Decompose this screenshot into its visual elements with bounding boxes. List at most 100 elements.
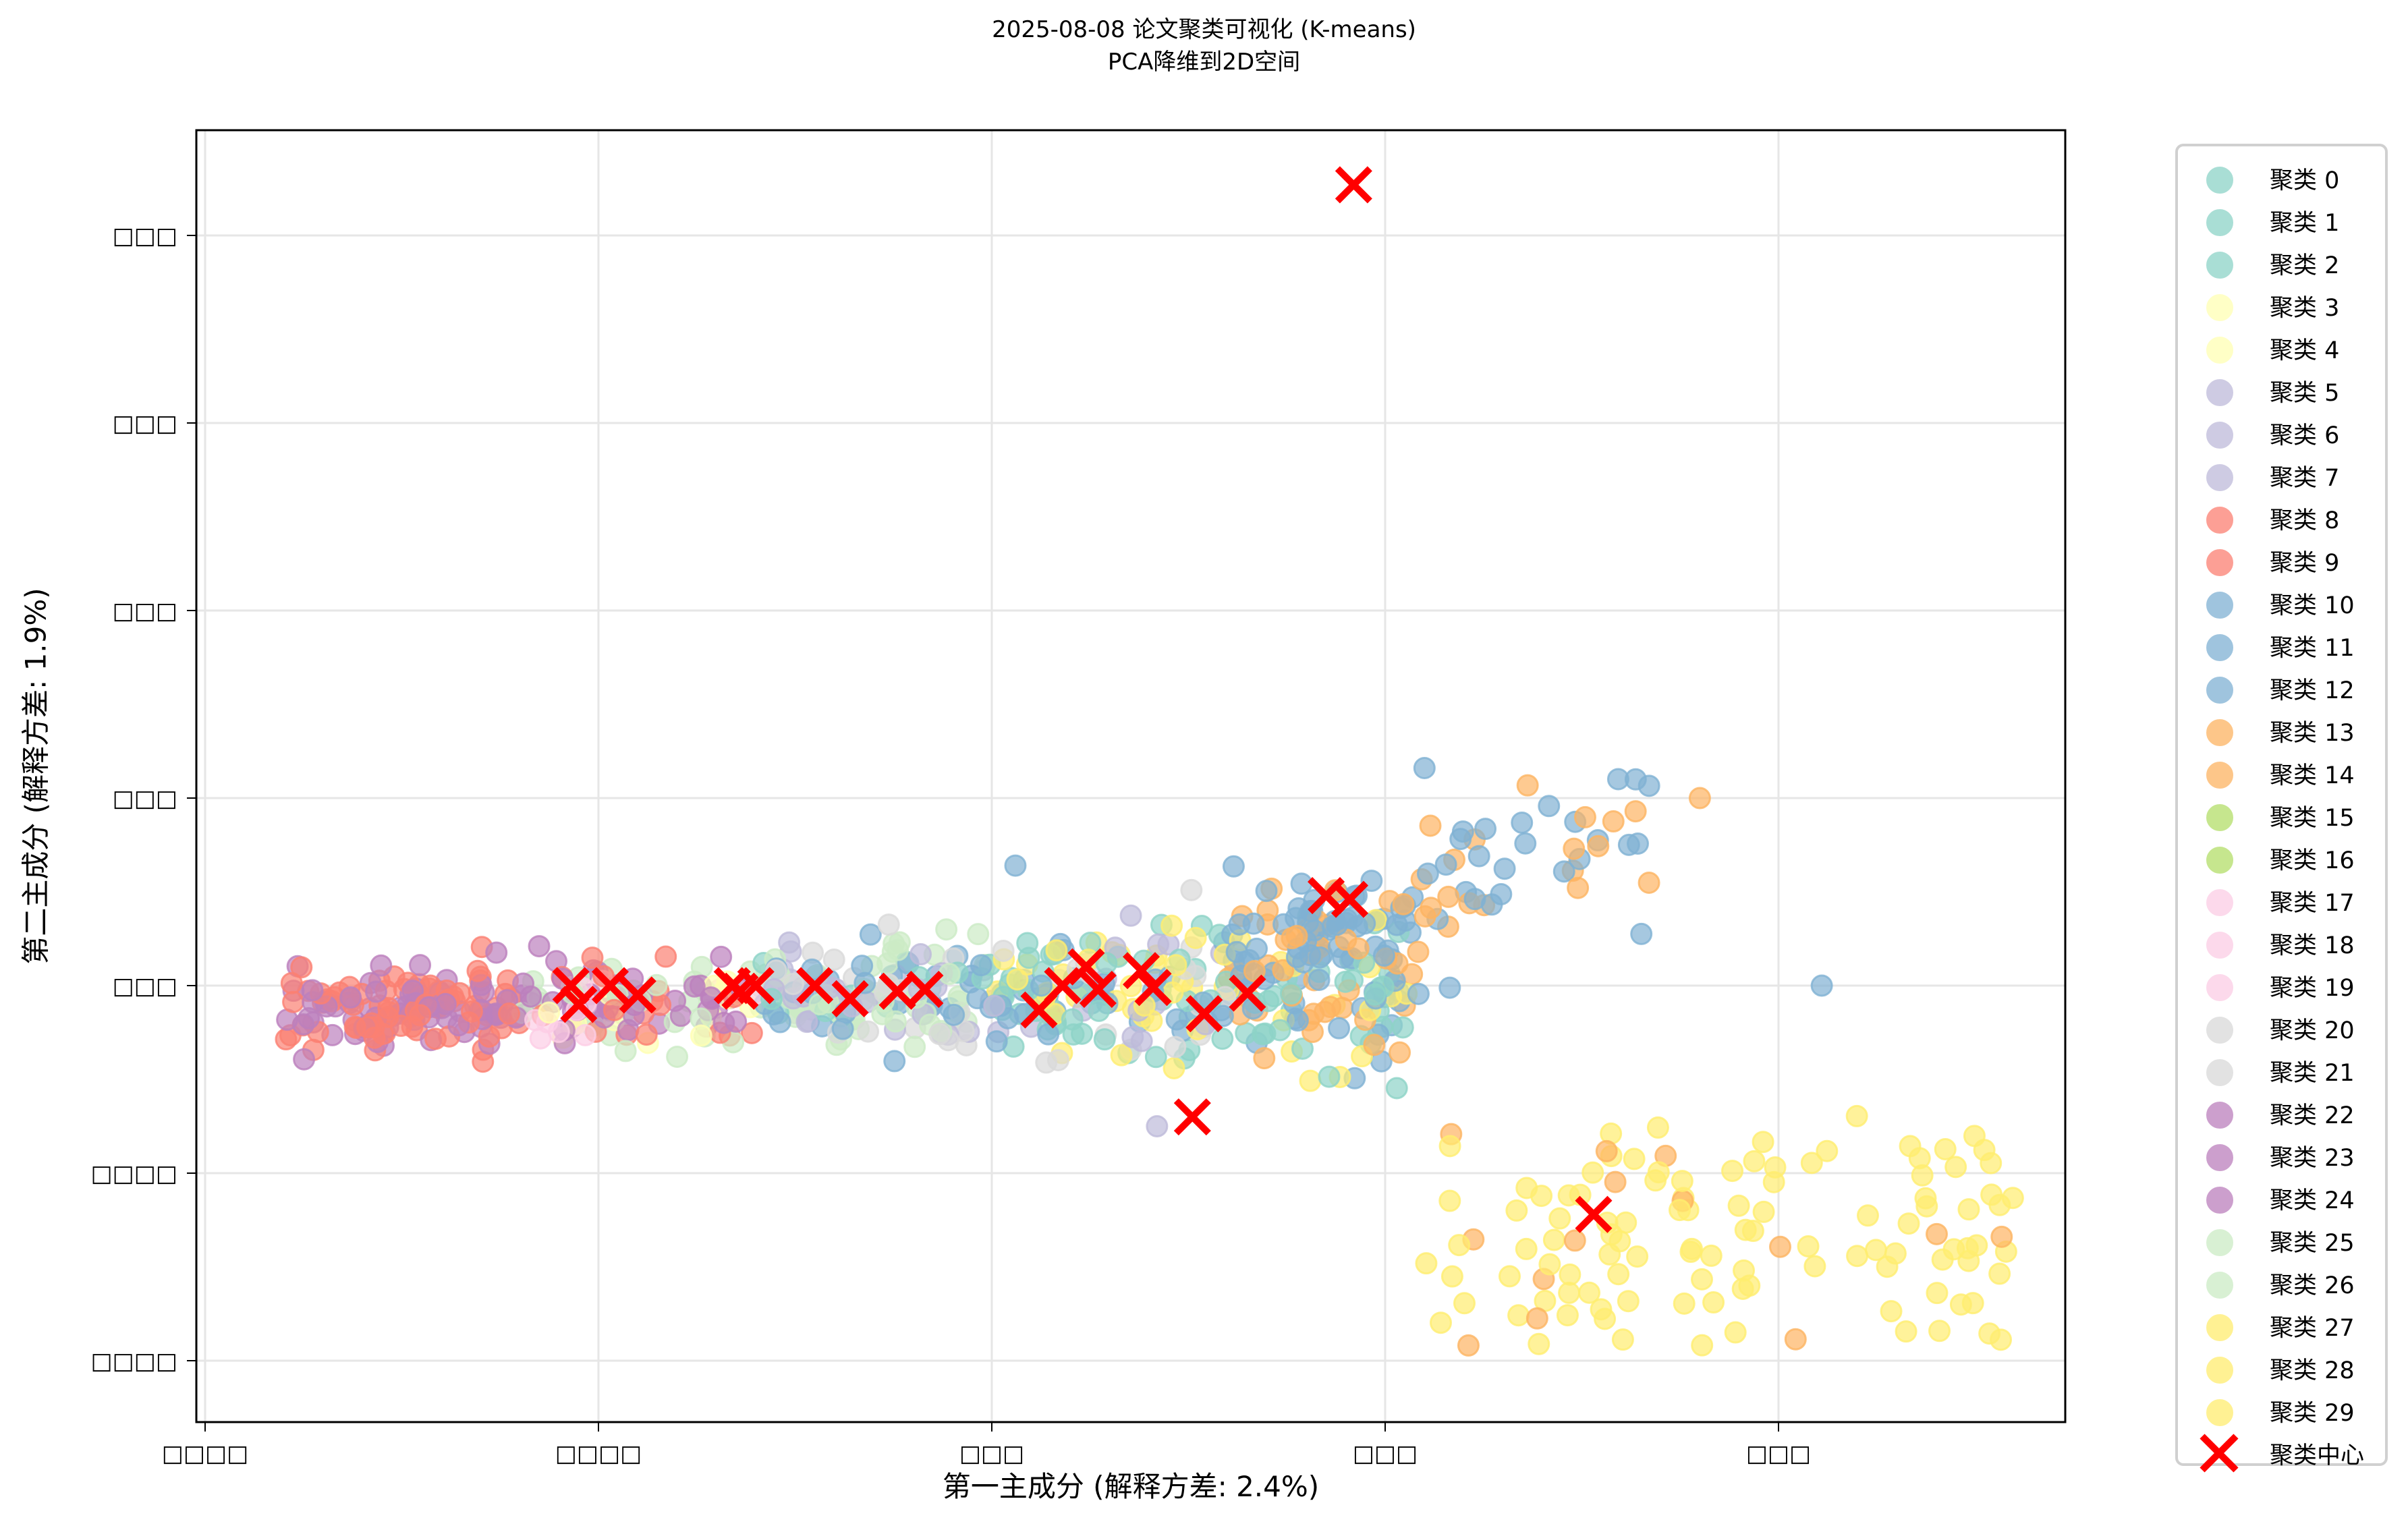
data-points	[275, 757, 2024, 1357]
legend-marker-icon	[2206, 1187, 2233, 1214]
legend-marker-icon	[2206, 974, 2233, 1001]
x-axis-label: 第一主成分 (解释方差: 2.4%)	[942, 1470, 1320, 1503]
legend-label: 聚类 4	[2270, 337, 2340, 364]
legend-marker-icon	[2206, 719, 2233, 746]
centroid-x-icon	[831, 980, 869, 1017]
y-tick-label: □□□	[113, 410, 177, 437]
legend-label: 聚类 15	[2270, 805, 2355, 832]
legend-marker-icon	[2206, 847, 2233, 874]
legend-item: 聚类 17	[2178, 878, 2385, 920]
legend-label: 聚类 21	[2270, 1060, 2355, 1087]
chart-title: 2025-08-08 论文聚类可视化 (K-means)	[992, 16, 1416, 43]
centroid-x-icon	[1044, 967, 1082, 1004]
legend-label: 聚类 19	[2270, 975, 2355, 1002]
legend-item: 聚类 15	[2178, 793, 2385, 835]
y-tick-label: □□□	[113, 598, 177, 625]
centroid-x-icon	[591, 967, 629, 1004]
legend-marker-icon	[2206, 804, 2233, 831]
legend-marker-icon	[2206, 209, 2233, 236]
legend-label: 聚类中心	[2270, 1442, 2365, 1469]
legend-label: 聚类 20	[2270, 1017, 2355, 1044]
legend-item: 聚类 26	[2178, 1261, 2385, 1303]
legend-item: 聚类 21	[2178, 1048, 2385, 1090]
legend-label: 聚类 8	[2270, 507, 2340, 534]
legend-item: 聚类 28	[2178, 1346, 2385, 1388]
centroid-x-icon	[1134, 969, 1172, 1007]
chart-subtitle: PCA降维到2D空间	[1107, 49, 1301, 76]
centroid-x-icon	[737, 967, 775, 1004]
legend-marker-icon	[2206, 252, 2233, 279]
legend-marker-icon	[2206, 1017, 2233, 1044]
legend-item-centroid: 聚类中心	[2178, 1431, 2385, 1473]
legend-marker-icon	[2206, 1059, 2233, 1086]
x-tick-label: □□□	[1353, 1440, 1418, 1467]
centroid-markers	[552, 166, 1613, 1233]
legend-marker-icon	[2206, 422, 2233, 449]
centroid-x-icon	[560, 986, 598, 1023]
plot-frame	[195, 129, 2067, 1423]
legend-marker-icon	[2206, 1272, 2233, 1299]
legend-label: 聚类 26	[2270, 1272, 2355, 1299]
legend-item: 聚类 5	[2178, 368, 2385, 410]
legend-item: 聚类 1	[2178, 198, 2385, 240]
legend-marker-icon	[2206, 1102, 2233, 1129]
legend-label: 聚类 27	[2270, 1315, 2355, 1342]
legend-item: 聚类 9	[2178, 538, 2385, 580]
legend-item: 聚类 12	[2178, 666, 2385, 708]
legend-item: 聚类 19	[2178, 963, 2385, 1005]
legend-item: 聚类 6	[2178, 411, 2385, 453]
legend-marker-icon	[2206, 889, 2233, 916]
legend-label: 聚类 25	[2270, 1230, 2355, 1257]
legend-marker-icon	[2206, 592, 2233, 619]
legend-marker-icon	[2206, 379, 2233, 406]
legend-label: 聚类 3	[2270, 295, 2340, 322]
legend-item: 聚类 22	[2178, 1091, 2385, 1133]
y-tick-label: □□□	[113, 223, 177, 250]
y-tick-label: □□□□	[91, 1160, 178, 1187]
x-tick-label: □□□	[959, 1440, 1024, 1467]
y-tick-label: □□□	[113, 785, 177, 812]
legend-label: 聚类 11	[2270, 635, 2355, 662]
legend-label: 聚类 29	[2270, 1400, 2355, 1427]
legend-marker-icon	[2206, 549, 2233, 576]
centroid-x-icon	[906, 971, 944, 1009]
legend-label: 聚类 7	[2270, 465, 2340, 492]
legend-item: 聚类 27	[2178, 1303, 2385, 1345]
legend-label: 聚类 24	[2270, 1187, 2355, 1214]
centroid-x-icon	[1079, 971, 1117, 1009]
legend-label: 聚类 23	[2270, 1145, 2355, 1172]
legend-label: 聚类 1	[2270, 210, 2340, 237]
legend-label: 聚类 17	[2270, 890, 2355, 917]
centroid-x-icon	[1173, 1098, 1211, 1136]
legend-item: 聚类 20	[2178, 1006, 2385, 1048]
legend-item: 聚类 3	[2178, 283, 2385, 325]
legend-label: 聚类 16	[2270, 847, 2355, 874]
legend-marker-icon	[2206, 464, 2233, 491]
legend-marker-icon	[2206, 167, 2233, 194]
legend-label: 聚类 5	[2270, 380, 2340, 407]
legend-label: 聚类 12	[2270, 677, 2355, 704]
y-tick-label: □□□	[113, 973, 177, 1000]
x-tick-label: □□□□	[555, 1440, 642, 1467]
legend-item: 聚类 23	[2178, 1133, 2385, 1175]
y-tick-label: □□□□	[91, 1348, 178, 1375]
centroid-x-icon	[1335, 166, 1372, 204]
legend-item: 聚类 29	[2178, 1388, 2385, 1430]
grid-lines	[196, 130, 2065, 1422]
legend-item: 聚类 18	[2178, 921, 2385, 963]
centroid-x-icon	[1185, 995, 1223, 1033]
legend-marker-icon	[2206, 1144, 2233, 1171]
legend-marker-icon	[2206, 337, 2233, 364]
x-tick-label: □□□	[1746, 1440, 1811, 1467]
legend-label: 聚类 10	[2270, 592, 2355, 619]
legend-marker-icon	[2206, 762, 2233, 789]
centroid-x-icon	[1331, 880, 1369, 918]
legend-marker-icon	[2206, 294, 2233, 321]
legend-marker-icon	[2206, 1314, 2233, 1341]
legend-marker-icon	[2206, 1399, 2233, 1426]
centroid-x-icon	[796, 967, 834, 1004]
legend-marker-icon	[2206, 507, 2233, 534]
legend-marker-icon	[2206, 1229, 2233, 1256]
centroid-x-icon	[619, 976, 656, 1014]
centroid-x-icon	[1575, 1195, 1613, 1233]
